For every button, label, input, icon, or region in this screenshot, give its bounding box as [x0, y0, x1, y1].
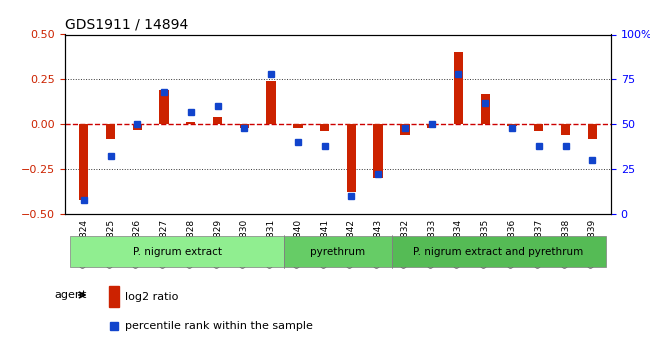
Bar	[507, 124, 517, 126]
Text: GDS1911 / 14894: GDS1911 / 14894	[65, 18, 188, 32]
Bar	[79, 124, 88, 199]
Bar	[320, 124, 330, 131]
Bar	[186, 122, 196, 124]
Bar	[588, 124, 597, 139]
Bar	[400, 124, 410, 135]
Bar	[109, 286, 118, 307]
Text: percentile rank within the sample: percentile rank within the sample	[125, 321, 313, 331]
Text: pyrethrum: pyrethrum	[311, 247, 365, 257]
Bar	[480, 94, 490, 124]
Bar	[159, 90, 169, 124]
Text: P. nigrum extract and pyrethrum: P. nigrum extract and pyrethrum	[413, 247, 584, 257]
Bar	[561, 124, 570, 135]
Text: P. nigrum extract: P. nigrum extract	[133, 247, 222, 257]
Bar	[374, 124, 383, 178]
FancyBboxPatch shape	[391, 236, 606, 267]
FancyBboxPatch shape	[70, 236, 285, 267]
Bar	[133, 124, 142, 130]
Bar	[427, 124, 436, 128]
Bar	[346, 124, 356, 193]
Text: agent: agent	[54, 290, 86, 300]
Bar	[213, 117, 222, 124]
Bar	[240, 124, 249, 128]
Bar	[534, 124, 543, 131]
Bar	[266, 81, 276, 124]
FancyBboxPatch shape	[285, 236, 391, 267]
Text: log2 ratio: log2 ratio	[125, 292, 179, 302]
Bar	[106, 124, 115, 139]
Bar	[454, 52, 463, 124]
Bar	[293, 124, 302, 128]
